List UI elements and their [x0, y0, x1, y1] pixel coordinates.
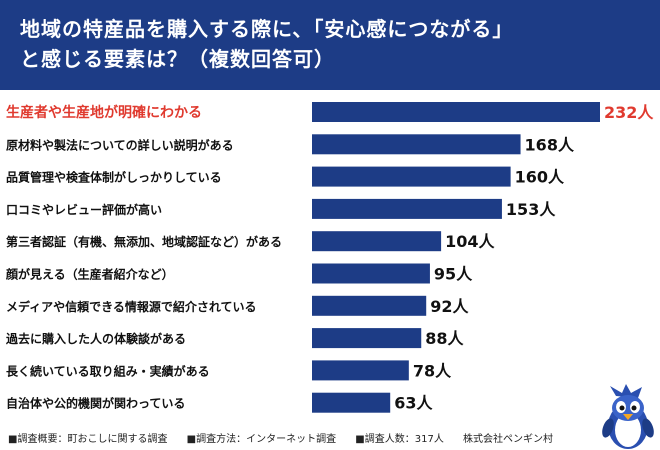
bar: [312, 231, 442, 252]
footer: ■調査概要：町おこしに関する調査 ■調査方法：インターネット調査 ■調査人数：3…: [8, 432, 608, 448]
title-line-2: と感じる要素は？（複数回答可）: [20, 47, 335, 71]
company-name: 株式会社ペンギン村: [463, 434, 554, 445]
category-label: 過去に購入した人の体験談がある: [5, 331, 186, 346]
bar: [312, 295, 427, 316]
bar: [312, 392, 391, 413]
value-label: 153人: [506, 200, 556, 219]
value-label: 168人: [525, 135, 575, 154]
penguin-mascot-icon: [602, 384, 654, 449]
value-label: 63人: [394, 394, 433, 413]
bar: [312, 360, 409, 381]
bar: [312, 166, 511, 187]
value-label: 78人: [413, 361, 452, 380]
category-label: 第三者認証（有機、無添加、地域認証など）がある: [6, 234, 282, 249]
title-banner: 地域の特産品を購入する際に、「安心感につながる」 と感じる要素は？（複数回答可）: [0, 0, 660, 90]
survey-respondents: ■調査人数：317人: [355, 434, 444, 445]
bar: [312, 102, 600, 122]
value-label: 160人: [515, 168, 565, 187]
value-label: 88人: [425, 329, 464, 348]
category-label: 自治体や公的機関が関わっている: [6, 396, 185, 411]
category-label: 顔が見える（生産者紹介など）: [5, 267, 174, 282]
value-label: 95人: [434, 265, 473, 284]
category-label: 生産者や生産地が明確にわかる: [6, 104, 202, 121]
category-label: 口コミやレビュー評価が高い: [6, 202, 162, 217]
bar: [312, 263, 430, 284]
bar: [312, 328, 422, 349]
value-label: 92人: [430, 297, 469, 316]
survey-method: ■調査方法：インターネット調査: [186, 434, 337, 445]
category-label: 原材料や製法についての詳しい説明がある: [6, 137, 234, 152]
bar: [312, 198, 502, 219]
value-label: 232人: [604, 103, 654, 122]
survey-overview: ■調査概要：町おこしに関する調査: [8, 434, 168, 445]
title-line-1: 地域の特産品を購入する際に、「安心感につながる」: [20, 17, 514, 41]
category-label: メディアや信頼できる情報源で紹介されている: [6, 299, 257, 314]
category-label: 品質管理や検査体制がしっかりしている: [6, 170, 222, 185]
value-label: 104人: [445, 232, 495, 251]
category-label: 長く続いている取り組み・実績がある: [6, 363, 210, 378]
bar: [312, 134, 521, 155]
